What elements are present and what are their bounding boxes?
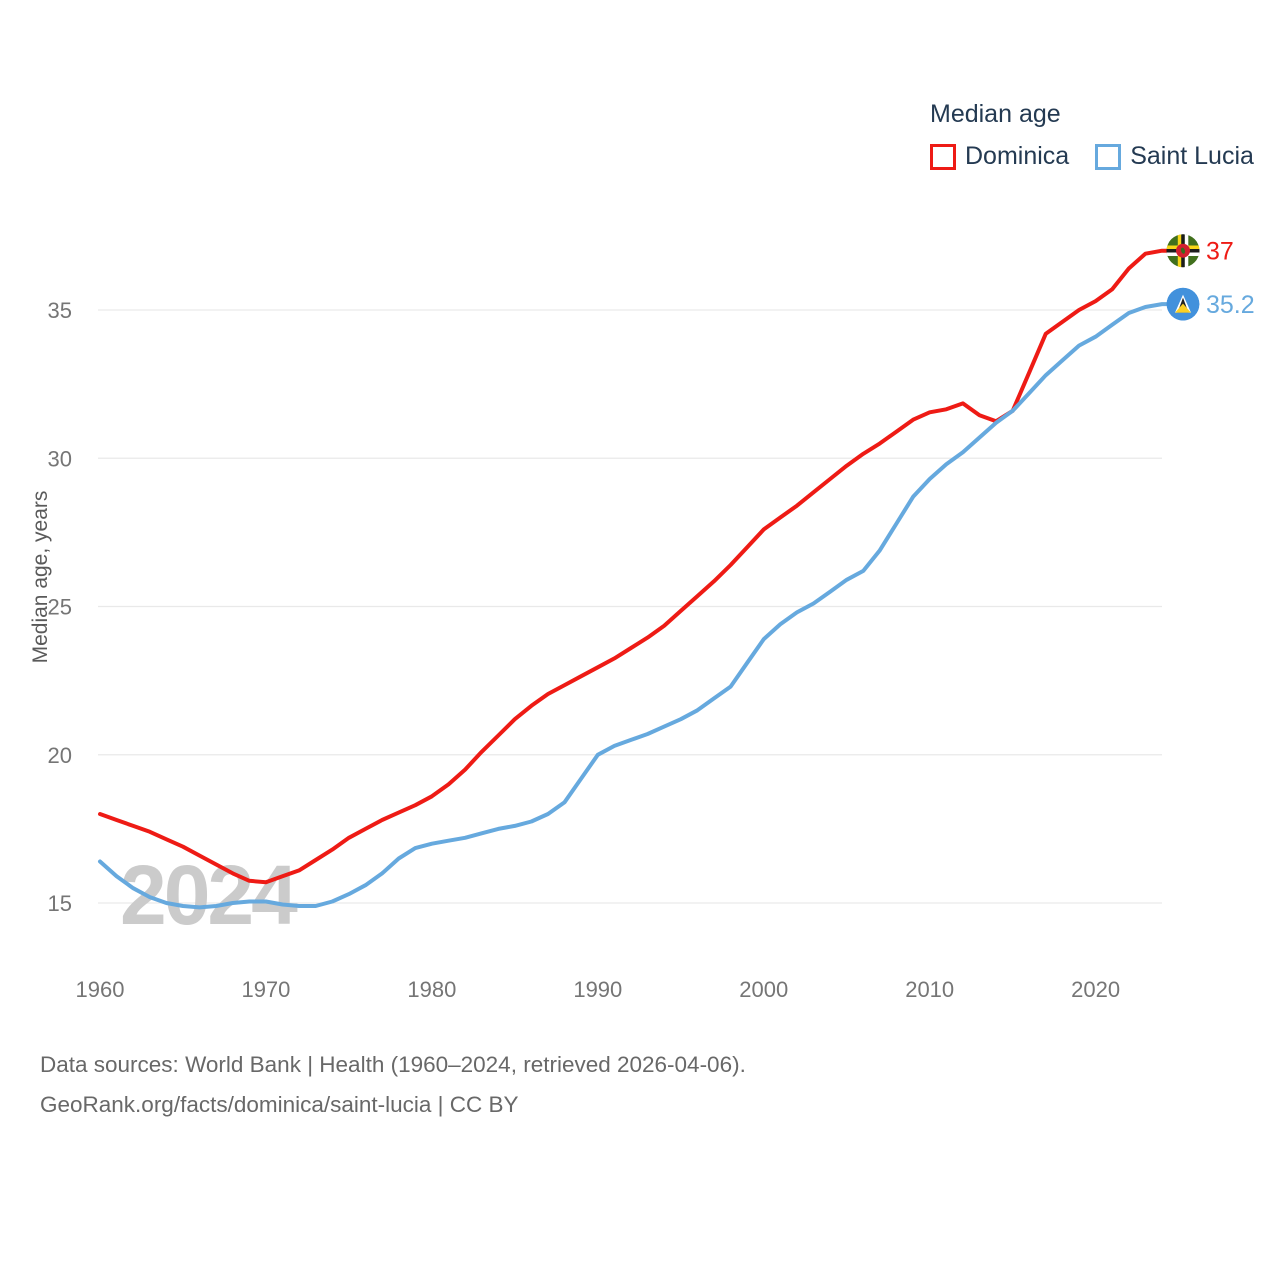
legend: Median age Dominica Saint Lucia [930,100,1254,171]
legend-title: Median age [930,100,1061,128]
y-tick-label: 15 [48,891,72,916]
series-line-saint-lucia[interactable] [98,302,1173,910]
saint-lucia-swatch-icon [1095,143,1122,170]
dominica-swatch-icon [930,143,956,170]
legend-item-saint-lucia[interactable]: Saint Lucia [1095,142,1254,171]
data-sources-line: Data sources: World Bank | Health (1960–… [40,1052,746,1077]
dominica-flag-icon [1166,234,1200,268]
x-tick-label: 1980 [407,977,456,1002]
x-tick-label: 1990 [573,977,622,1002]
y-axis-title: Median age, years [29,491,52,664]
saint-lucia-end-value: 35.2 [1206,291,1255,319]
y-axis-tick-labels: 15 20 25 30 35 [48,298,72,916]
y-tick-label: 20 [48,743,72,768]
series-line-dominica[interactable] [98,248,1173,885]
x-tick-label: 2020 [1071,977,1120,1002]
y-tick-label: 30 [48,446,72,471]
x-tick-label: 1960 [76,977,125,1002]
legend-item-label: Dominica [965,142,1070,170]
saint-lucia-flag-icon [1166,287,1200,321]
dominica-end-value: 37 [1206,238,1234,266]
gridlines [98,309,1162,904]
legend-item-label: Saint Lucia [1130,142,1254,170]
x-axis-tick-labels: 1960 1970 1980 1990 2000 2010 2020 [76,977,1121,1002]
y-tick-label: 35 [48,298,72,323]
x-tick-label: 2010 [905,977,954,1002]
y-tick-label: 25 [48,595,72,620]
x-tick-label: 2000 [739,977,788,1002]
legend-item-dominica[interactable]: Dominica [930,142,1069,171]
footer: Data sources: World Bank | Health (1960–… [40,1045,746,1125]
x-tick-label: 1970 [241,977,290,1002]
attribution-line: GeoRank.org/facts/dominica/saint-lucia |… [40,1092,519,1117]
